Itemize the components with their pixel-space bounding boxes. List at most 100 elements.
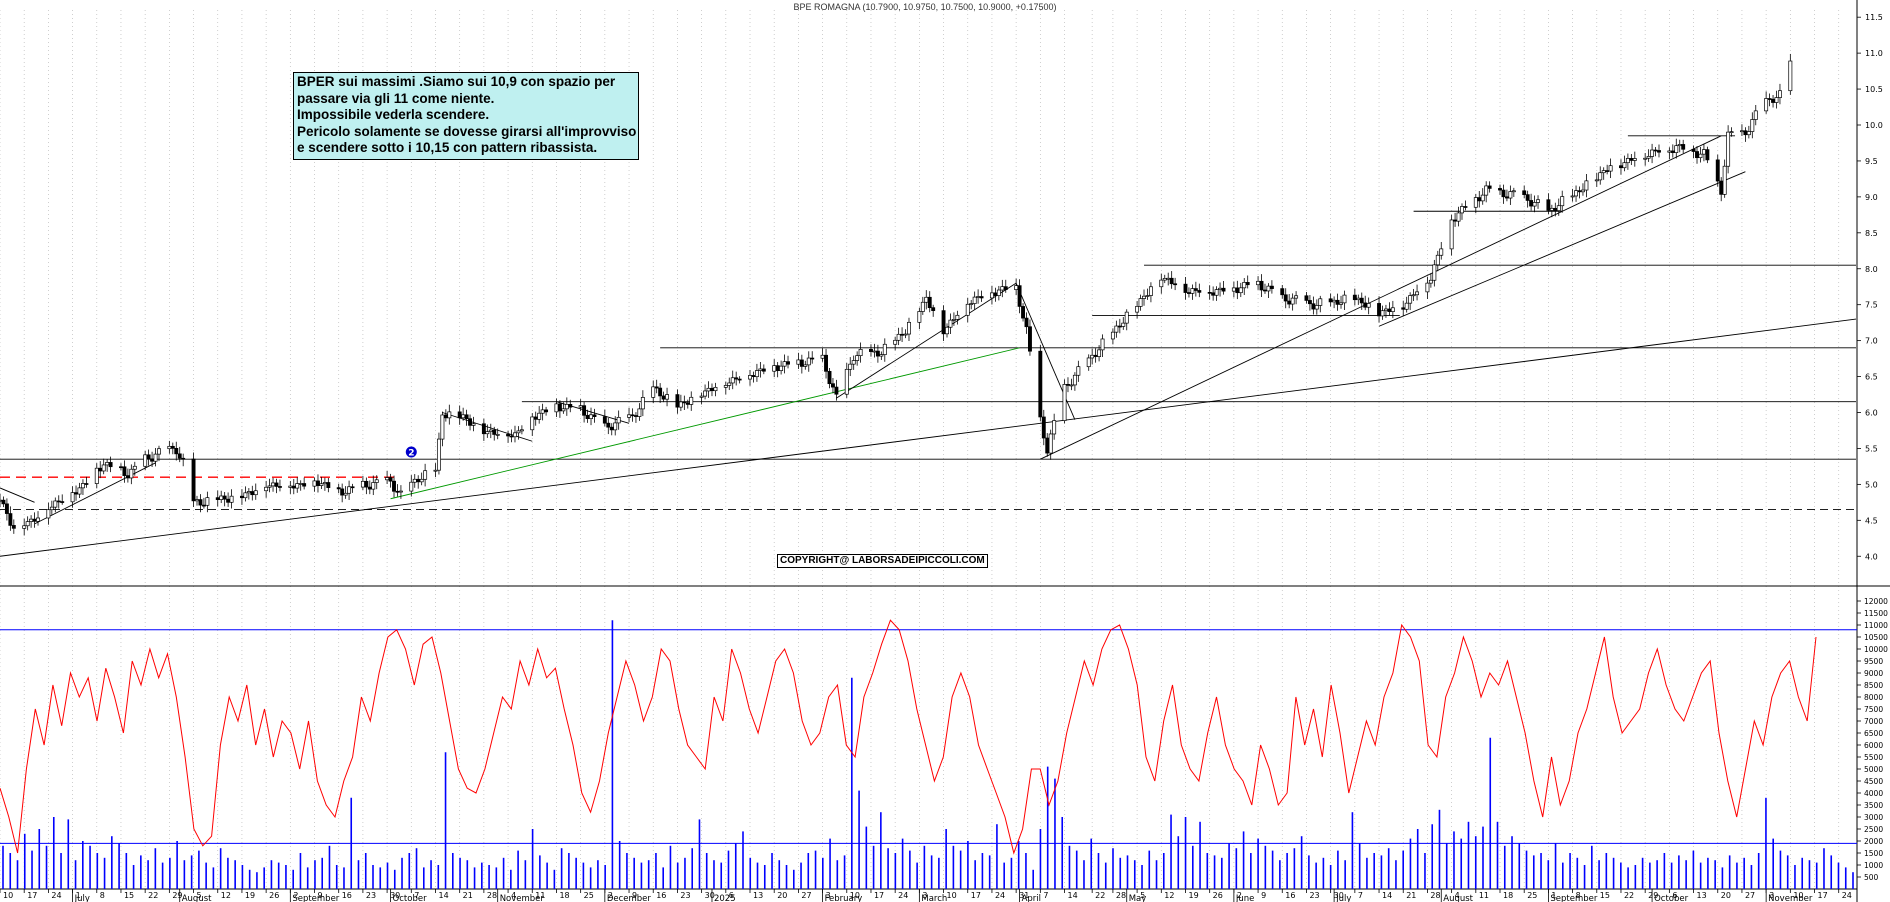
month-label: August xyxy=(1443,894,1473,902)
candle-body xyxy=(274,482,279,487)
y-tick-label: 10000 xyxy=(1864,645,1888,654)
candle-body xyxy=(1484,185,1489,196)
candle-body xyxy=(215,497,220,500)
candle-body xyxy=(1701,149,1706,155)
candle-body xyxy=(267,485,272,488)
y-tick-label: 6.0 xyxy=(1865,409,1878,418)
candle-body xyxy=(955,314,960,320)
candle-body xyxy=(1294,295,1299,299)
candle-body xyxy=(395,490,400,493)
y-tick-label: 12000 xyxy=(1864,597,1888,606)
candle-body xyxy=(1556,205,1561,211)
x-tick-label: 25 xyxy=(584,891,594,900)
candle-body xyxy=(56,500,61,503)
candle-body xyxy=(461,414,466,419)
x-tick-label: 3 xyxy=(922,891,927,900)
y-tick-label: 11000 xyxy=(1864,621,1888,630)
y-tick-label: 6500 xyxy=(1864,729,1883,738)
x-tick-label: 23 xyxy=(680,891,690,900)
candle-body xyxy=(1377,303,1381,317)
annotation-line: e scendere sotto i 10,15 con pattern rib… xyxy=(297,140,598,156)
candle-body xyxy=(1000,286,1005,291)
candle-body xyxy=(564,404,569,410)
x-tick-label: 12 xyxy=(1164,891,1174,900)
candle-body xyxy=(495,434,500,436)
trend-line xyxy=(836,282,1017,399)
candle-body xyxy=(367,486,372,490)
candle-body xyxy=(1750,119,1755,132)
candle-body xyxy=(464,414,469,420)
candle-body xyxy=(84,483,89,485)
month-label: September xyxy=(1550,894,1597,902)
candle-body xyxy=(243,492,248,499)
candle-body xyxy=(191,458,196,502)
candle-body xyxy=(713,386,718,392)
candle-body xyxy=(129,468,134,479)
candle-body xyxy=(350,486,355,489)
x-tick-label: 22 xyxy=(1624,891,1634,900)
trend-line xyxy=(390,347,1020,500)
candle-body xyxy=(1066,384,1070,386)
candle-body xyxy=(761,368,766,372)
candle-body xyxy=(537,412,542,420)
candle-body xyxy=(1487,185,1492,189)
candle-body xyxy=(796,359,801,365)
y-tick-label: 1000 xyxy=(1864,861,1883,870)
x-tick-label: 28 xyxy=(487,891,497,900)
x-tick-label: 1 xyxy=(76,891,81,900)
candle-body xyxy=(1387,308,1392,312)
month-label: July xyxy=(1335,894,1351,902)
candle-body xyxy=(1674,145,1679,153)
candle-body xyxy=(1231,287,1236,292)
candle-body xyxy=(972,296,977,304)
candle-body xyxy=(858,349,863,357)
candle-body xyxy=(931,307,936,311)
candle-body xyxy=(264,486,269,492)
candle-body xyxy=(119,466,123,469)
x-tick-label: 30 xyxy=(705,891,715,900)
x-tick-label: 3 xyxy=(1769,891,1774,900)
candle-body xyxy=(388,477,393,482)
candle-body xyxy=(1778,90,1782,98)
y-tick-label: 8500 xyxy=(1864,681,1883,690)
candle-body xyxy=(519,429,524,432)
candle-body xyxy=(810,357,815,360)
candle-body xyxy=(1028,326,1032,352)
candle-body xyxy=(125,475,130,479)
x-tick-label: 7 xyxy=(1358,891,1363,900)
y-tick-label: 4.0 xyxy=(1865,552,1878,561)
candle-body xyxy=(834,386,839,395)
candle-body xyxy=(710,387,714,392)
candle-body xyxy=(1328,298,1333,303)
candle-body xyxy=(1601,170,1606,174)
candle-body xyxy=(772,365,777,372)
candle-body xyxy=(557,403,562,412)
candle-body xyxy=(1536,199,1540,203)
x-tick-label: 14 xyxy=(1068,891,1078,900)
candle-body xyxy=(1574,190,1578,197)
candle-body xyxy=(1681,144,1686,150)
candle-body xyxy=(1404,302,1409,310)
candle-body xyxy=(1356,297,1361,301)
candle-body xyxy=(132,465,137,470)
candle-body xyxy=(1384,308,1388,312)
candle-body xyxy=(775,365,780,371)
month-label: August xyxy=(182,894,212,902)
x-tick-label: 10 xyxy=(850,891,860,900)
candle-body xyxy=(675,394,680,408)
candle-body xyxy=(875,350,880,357)
candle-body xyxy=(1363,302,1368,308)
x-tick-label: 11 xyxy=(1479,891,1489,900)
candle-body xyxy=(343,492,348,496)
candle-body xyxy=(1435,254,1440,266)
candle-body xyxy=(606,422,611,428)
candle-body xyxy=(751,375,756,378)
candle-body xyxy=(157,448,161,455)
candle-body xyxy=(1581,189,1585,193)
candle-body xyxy=(848,363,853,370)
candle-body xyxy=(1041,416,1046,439)
candle-body xyxy=(661,395,666,400)
candle-body xyxy=(640,397,645,410)
candle-body xyxy=(1259,280,1264,291)
